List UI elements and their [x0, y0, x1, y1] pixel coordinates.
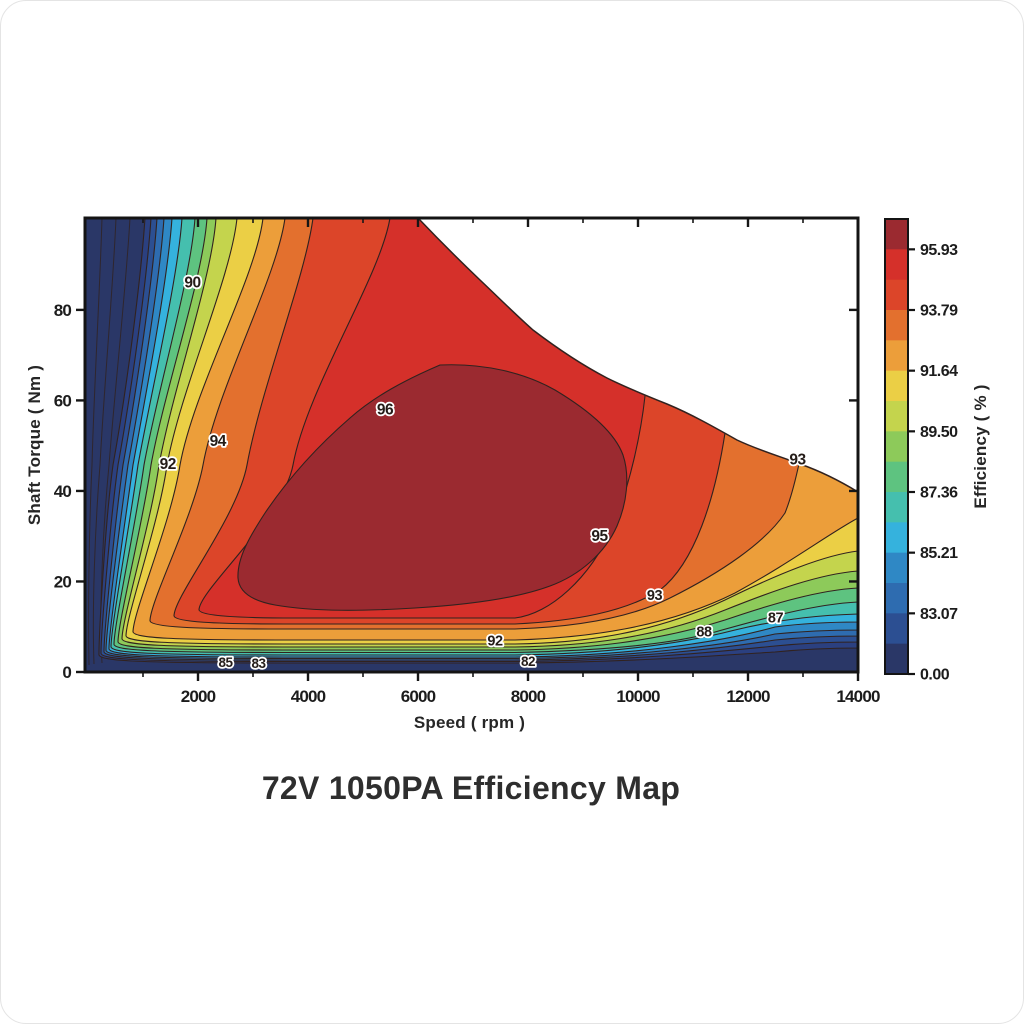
colorbar-segment: [885, 279, 908, 311]
colorbar-segment: [885, 522, 908, 554]
contour-label-93: 93: [647, 588, 663, 604]
colorbar-tick-label: 0.00: [920, 667, 950, 684]
x-tick-label: 4000: [291, 687, 326, 706]
colorbar: 95.93 93.79 91.64 89.50 87.36 85.21 83.07 0.00 E…: [884, 218, 990, 684]
colorbar-segment: [885, 643, 908, 675]
x-tick-label: 12000: [726, 687, 770, 706]
colorbar-title: Efficiency ( % ): [971, 384, 990, 508]
efficiency-map-figure: 2000 4000 6000 8000 10000 12000 14000 0 20 40 60 80…: [25, 216, 990, 732]
contour-line: [88, 217, 103, 666]
colorbar-segment: [885, 583, 908, 614]
contour-label-96: 96: [377, 401, 394, 418]
contour-label-90: 90: [184, 275, 200, 292]
contour-label-88: 88: [696, 624, 712, 640]
colorbar-segment: [885, 613, 908, 645]
contour-label-85: 85: [218, 655, 233, 670]
colorbar-tick-label: 87.36: [920, 485, 958, 502]
chart-title: 72V 1050PA Efficiency Map: [261, 770, 681, 806]
contour-label-92: 92: [487, 633, 503, 649]
max-torque-boundary-line: [417, 217, 859, 493]
contour-label-92: 92: [160, 456, 176, 473]
colorbar-segment: [885, 219, 908, 250]
contour-line: [92, 217, 117, 665]
contour-label-87: 87: [768, 611, 784, 627]
colorbar-segment: [885, 310, 908, 341]
plot-border: [83, 216, 860, 674]
colorbar-tick-label: 85.21: [920, 545, 958, 562]
y-tick-label: 20: [54, 572, 72, 591]
x-tick-label: 10000: [616, 687, 660, 706]
colorbar-segment: [885, 492, 908, 523]
plot-area: 2000 4000 6000 8000 10000 12000 14000 0 20 40 60 80…: [25, 216, 881, 732]
y-tick-label: 80: [54, 301, 72, 320]
colorbar-border: [884, 218, 909, 675]
colorbar-segment: [885, 431, 908, 463]
colorbar-segment: [885, 461, 908, 493]
colorbar-segment: [885, 340, 908, 372]
colorbar-tick-label: 89.50: [920, 424, 958, 441]
contour-label-95: 95: [591, 528, 608, 545]
x-tick-label: 2000: [181, 687, 216, 706]
colorbar-tick-label: 93.79: [920, 303, 958, 320]
colorbar-segment: [885, 552, 908, 584]
colorbar-tick-label: 95.93: [920, 242, 958, 259]
colorbar-tick-label: 83.07: [920, 606, 958, 623]
y-tick-label: 60: [54, 391, 72, 410]
x-tick-label: 8000: [511, 687, 546, 706]
x-tick-label: 6000: [401, 687, 436, 706]
contour-label-93: 93: [789, 451, 806, 468]
contour-label-83: 83: [251, 656, 266, 671]
y-axis-title: Shaft Torque ( Nm ): [25, 365, 44, 525]
contour-label-82: 82: [521, 654, 535, 669]
contour-band-96: [237, 364, 628, 611]
contour-labels: 90 92 94 96 95 93 93 88 87 92 82 85 83: [158, 273, 809, 673]
no-data-region: [418, 218, 858, 492]
contour-label-94: 94: [210, 433, 227, 450]
efficiency-contour-chart: 2000 4000 6000 8000 10000 12000 14000 0 20 40 60 80…: [25, 216, 990, 732]
y-tick-label: 0: [62, 663, 71, 682]
colorbar-segment: [885, 249, 908, 281]
colorbar-segment: [885, 370, 908, 402]
colorbar-segment: [885, 401, 908, 432]
axes-ticks: 2000 4000 6000 8000 10000 12000 14000 0 20 40 60 80: [54, 218, 881, 706]
y-tick-label: 40: [54, 482, 72, 501]
colorbar-tick-label: 91.64: [920, 363, 958, 380]
x-tick-label: 14000: [836, 687, 880, 706]
x-axis-title: Speed ( rpm ): [414, 713, 525, 732]
